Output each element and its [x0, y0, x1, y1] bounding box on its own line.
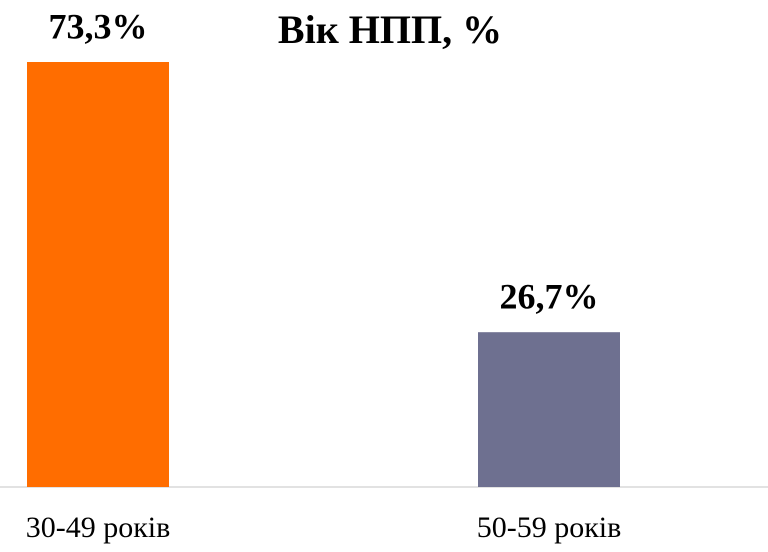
x-tick-label: 50-59 років — [477, 511, 622, 544]
bar — [478, 332, 620, 487]
bar — [27, 62, 169, 487]
value-label: 26,7% — [500, 276, 599, 316]
chart-title: Вік НПП, % — [278, 7, 502, 52]
x-tick-label: 30-49 років — [26, 511, 171, 544]
value-label: 73,3% — [49, 6, 148, 46]
